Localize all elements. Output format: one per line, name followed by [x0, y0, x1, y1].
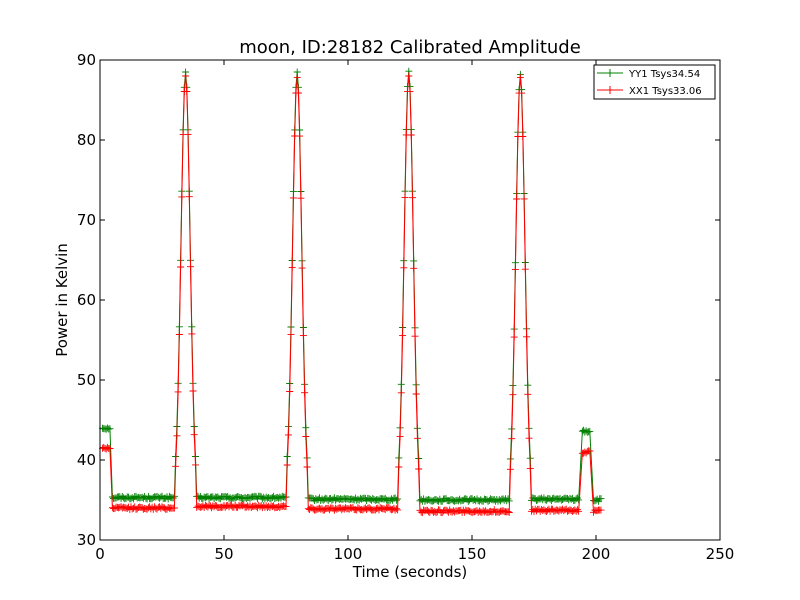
series-markers	[99, 67, 605, 505]
y-tick-label: 30	[77, 531, 96, 549]
series-layer	[99, 67, 605, 517]
y-tick-label: 40	[77, 451, 96, 469]
x-tick-label: 250	[706, 545, 735, 563]
legend: YY1 Tsys34.54 XX1 Tsys33.06	[593, 64, 716, 100]
x-tick-label: 50	[214, 545, 233, 563]
y-axis-label: Power in Kelvin	[53, 243, 71, 357]
y-tick-label: 90	[77, 51, 96, 69]
y-tick-label: 50	[77, 371, 96, 389]
plot-frame	[99, 59, 721, 541]
legend-yy1-label: YY1 Tsys34.54	[628, 69, 700, 80]
series-line	[102, 75, 601, 515]
chart-title: moon, ID:28182 Calibrated Amplitude	[239, 37, 581, 58]
series-xx1	[99, 72, 605, 517]
series-markers	[99, 72, 605, 517]
y-tick-label: 60	[77, 291, 96, 309]
x-tick-label: 200	[582, 545, 611, 563]
legend-xx1-label: XX1 Tsys33.06	[629, 86, 702, 97]
x-tick-label: 100	[334, 545, 363, 563]
legend-box	[593, 64, 716, 100]
x-tick-label: 150	[458, 545, 487, 563]
y-tick-label: 80	[77, 131, 96, 149]
x-axis-label: Time (seconds)	[352, 563, 468, 581]
x-tick-label: 0	[95, 545, 105, 563]
y-tick-label: 70	[77, 211, 96, 229]
